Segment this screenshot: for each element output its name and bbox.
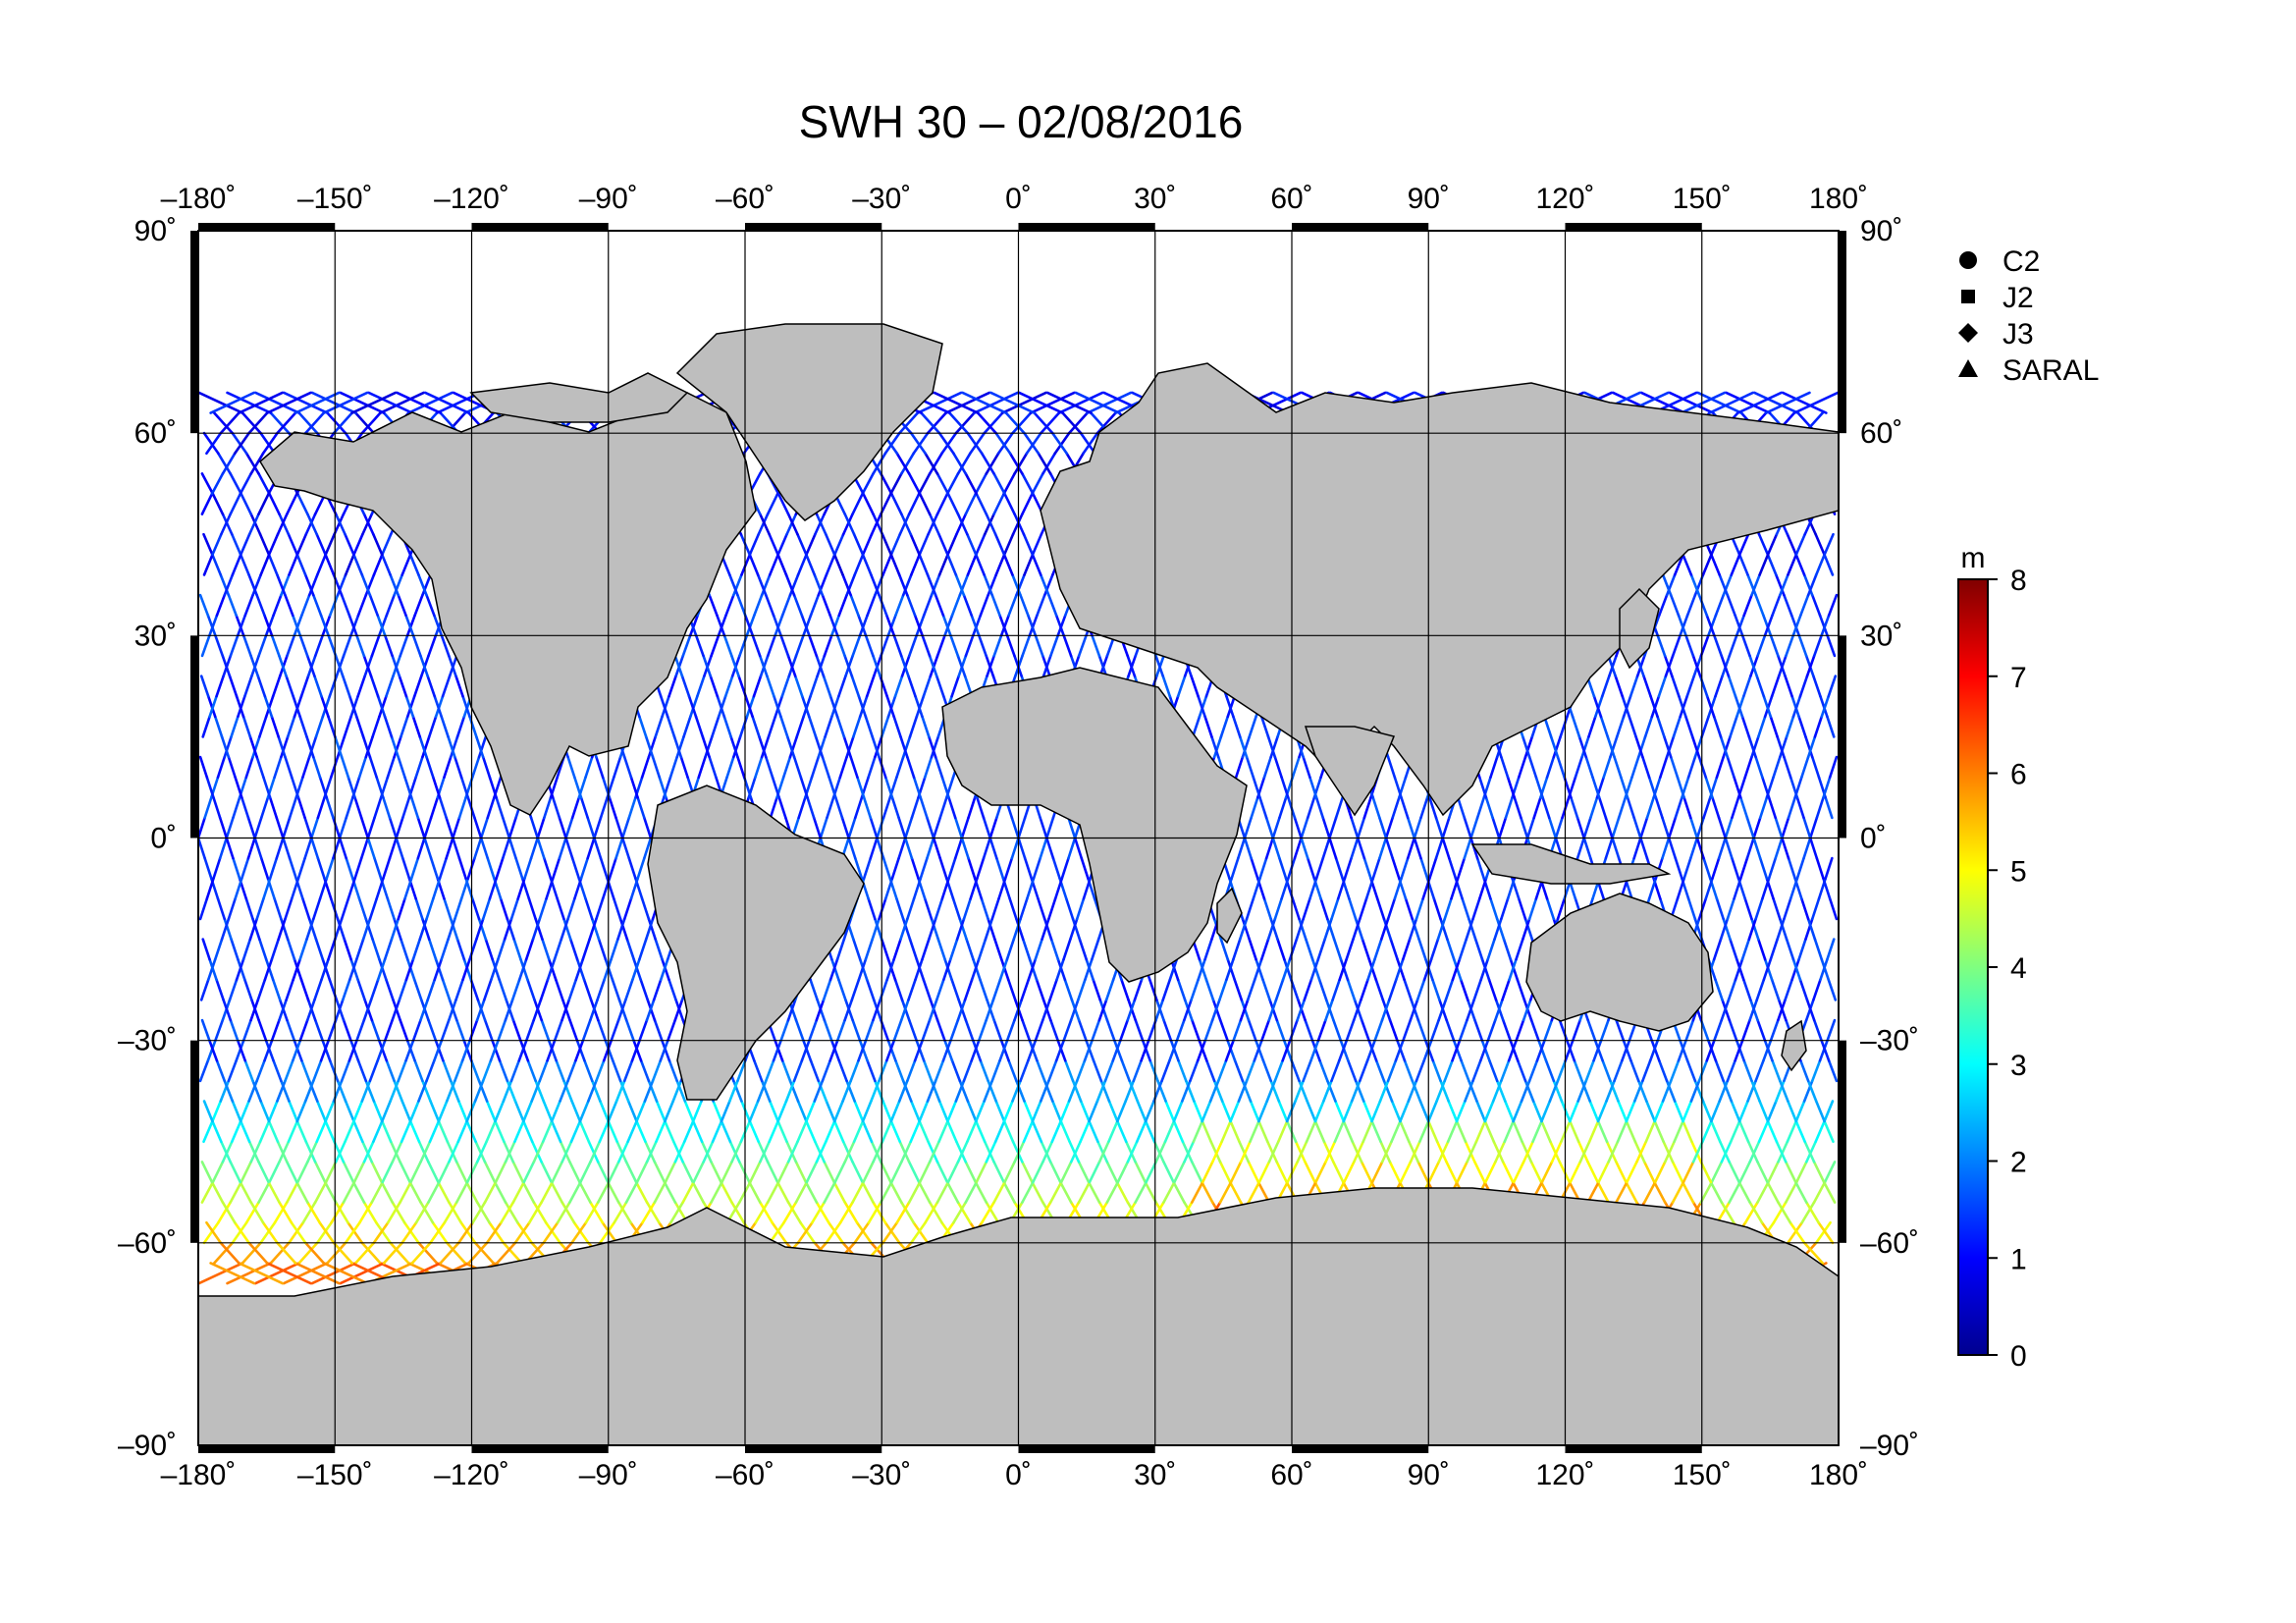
australia-landmass [1525, 893, 1714, 1032]
lon-tick-bottom: 60˚ [1270, 1459, 1312, 1491]
frame-bar-left [190, 635, 198, 839]
arctic-islands [469, 372, 689, 423]
lon-tick-top: –120˚ [434, 183, 509, 215]
frame-bar-bottom [745, 1445, 882, 1453]
frame-bar-top [1018, 223, 1155, 231]
map-gridlines [198, 231, 1839, 1445]
legend-label: J3 [2002, 318, 2034, 351]
lon-tick-top: 0˚ [1005, 183, 1032, 215]
colorbar-ticks: 0 1 2 3 4 5 6 7 8 [1988, 565, 2027, 1373]
circle-marker-icon [1959, 251, 1977, 269]
lon-tick-bottom: –30˚ [852, 1459, 911, 1491]
lon-tick-top: –180˚ [161, 183, 237, 215]
frame-bar-bottom [1565, 1445, 1702, 1453]
lon-tick-bottom: –60˚ [716, 1459, 774, 1491]
lon-tick-bottom: –90˚ [579, 1459, 638, 1491]
new-zealand-landmass [1781, 1019, 1807, 1072]
frame-bar-bottom [1018, 1445, 1155, 1453]
frame-bar-top [1565, 223, 1702, 231]
frame-bar-right [1839, 635, 1846, 839]
legend-label: SARAL [2002, 354, 2099, 387]
frame-bar-left [190, 231, 198, 434]
lat-tick-left: 60˚ [134, 417, 177, 450]
colorbar-gradient [1957, 578, 1989, 1356]
colorbar-tick-label: 2 [2010, 1147, 2027, 1179]
diamond-marker-icon [1958, 323, 1978, 343]
colorbar-tick-label: 4 [2010, 952, 2027, 985]
lon-tick-top: –90˚ [579, 183, 638, 215]
lat-tick-right: –30˚ [1860, 1025, 1919, 1057]
lon-tick-top: 150˚ [1673, 183, 1732, 215]
frame-bar-top [471, 223, 609, 231]
colorbar-tick-label: 6 [2010, 759, 2027, 791]
frame-bar-right [1839, 231, 1846, 434]
legend-entry: C2 [1959, 245, 2040, 278]
lon-tick-top: –60˚ [716, 183, 774, 215]
lat-tick-left: –60˚ [118, 1227, 177, 1260]
lon-tick-bottom: 180˚ [1809, 1459, 1868, 1491]
frame-bar-top [198, 223, 336, 231]
frame-bar-right [1839, 1040, 1846, 1243]
legend-entry: J2 [1961, 282, 2034, 314]
india-landmass [1304, 726, 1396, 817]
lon-tick-top: –30˚ [852, 183, 911, 215]
legend-label: J2 [2002, 282, 2034, 314]
eurasia-landmass [1040, 362, 1839, 817]
legend-entry: J3 [1958, 318, 2034, 351]
lon-tick-bottom: 30˚ [1134, 1459, 1176, 1491]
lat-tick-right: 0˚ [1860, 823, 1887, 855]
colorbar-tick-label: 1 [2010, 1243, 2027, 1275]
lat-tick-left: 0˚ [150, 823, 177, 855]
lon-tick-bottom: –150˚ [297, 1459, 373, 1491]
lat-tick-right: 90˚ [1860, 215, 1902, 247]
map-frame-bars [190, 223, 1846, 1453]
lon-tick-top: 120˚ [1535, 183, 1594, 215]
frame-bar-bottom [1292, 1445, 1429, 1453]
lon-tick-bottom: 90˚ [1408, 1459, 1450, 1491]
legend-entry: SARAL [1958, 354, 2099, 387]
colorbar-tick-label: 0 [2010, 1340, 2027, 1373]
ground-track [678, 391, 1133, 1285]
lat-tick-right: 30˚ [1860, 620, 1902, 652]
lat-tick-right: 60˚ [1860, 417, 1902, 450]
lon-tick-top: 90˚ [1408, 183, 1450, 215]
lon-tick-bottom: –180˚ [161, 1459, 237, 1491]
lon-tick-top: –150˚ [297, 183, 373, 215]
greenland-landmass [675, 323, 943, 521]
lon-tick-bottom: –120˚ [434, 1459, 509, 1491]
lat-tick-left: –30˚ [118, 1025, 177, 1057]
lon-tick-bottom: 0˚ [1005, 1459, 1032, 1491]
lon-tick-top: 30˚ [1134, 183, 1176, 215]
frame-bar-bottom [198, 1445, 336, 1453]
colorbar-unit: m [1961, 542, 1986, 574]
legend-label: C2 [2002, 245, 2040, 278]
frame-bar-left [190, 1040, 198, 1243]
frame-bar-top [1292, 223, 1429, 231]
colorbar-tick-label: 7 [2010, 662, 2027, 694]
frame-bar-bottom [471, 1445, 609, 1453]
lon-tick-top: 60˚ [1270, 183, 1312, 215]
figure-title: SWH 30 – 02/08/2016 [799, 96, 1244, 147]
lon-tick-bottom: 150˚ [1673, 1459, 1732, 1491]
colorbar-tick-label: 8 [2010, 565, 2027, 597]
frame-bar-top [745, 223, 882, 231]
triangle-marker-icon [1958, 359, 1978, 377]
lat-tick-right: –60˚ [1860, 1227, 1919, 1260]
japan-landmass [1619, 587, 1660, 670]
lon-tick-top: 180˚ [1809, 183, 1868, 215]
lon-tick-bottom: 120˚ [1535, 1459, 1594, 1491]
colorbar-tick-label: 3 [2010, 1050, 2027, 1082]
lat-tick-left: –90˚ [118, 1430, 177, 1462]
square-marker-icon [1961, 290, 1975, 303]
indonesia-islands [1470, 843, 1672, 885]
colorbar-tick-label: 5 [2010, 855, 2027, 888]
axis-tick-labels: –180˚ –180˚ –150˚ –150˚ –120˚ –120˚ –90˚ –90˚ –6… [118, 183, 1919, 1491]
lat-tick-left: 30˚ [134, 620, 177, 652]
madagascar-landmass [1216, 887, 1243, 945]
lat-tick-left: 90˚ [134, 215, 177, 247]
colorbar: m 0 1 2 3 4 5 6 7 8 [1957, 542, 2027, 1373]
lat-tick-right: –90˚ [1860, 1430, 1919, 1462]
